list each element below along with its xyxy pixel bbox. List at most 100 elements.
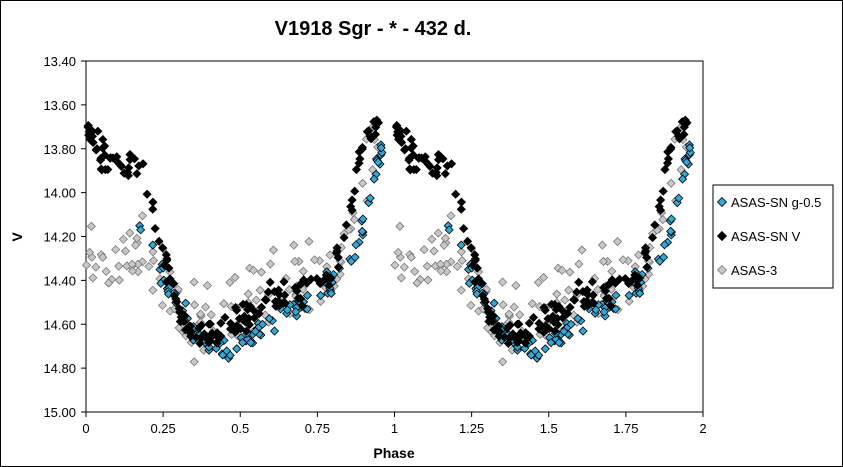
data-point-asas-3 bbox=[148, 285, 158, 295]
data-point-asas-sn-v bbox=[671, 127, 681, 137]
data-point-asas-sn-v bbox=[371, 122, 381, 132]
data-point-asas-sn-v bbox=[175, 307, 185, 317]
data-point-asas-sn-g-0-5 bbox=[136, 225, 146, 235]
data-point-asas-sn-g-0-5 bbox=[635, 288, 645, 299]
data-point-asas-sn-v bbox=[346, 202, 356, 212]
data-point-asas-sn-v bbox=[404, 155, 414, 165]
data-point-asas-3 bbox=[527, 299, 537, 309]
data-point-asas-sn-v bbox=[604, 293, 614, 304]
data-point-asas-sn-v bbox=[565, 302, 575, 312]
data-point-asas-sn-v bbox=[265, 277, 275, 287]
data-point-asas-sn-v bbox=[459, 223, 469, 234]
data-point-asas-sn-g-0-5 bbox=[678, 174, 688, 184]
data-point-asas-sn-v bbox=[558, 313, 568, 323]
data-point-asas-sn-g-0-5 bbox=[611, 290, 621, 300]
data-point-asas-sn-v bbox=[658, 186, 668, 196]
data-point-asas-3 bbox=[225, 277, 235, 287]
y-tick-label: 13.40 bbox=[43, 54, 76, 69]
data-point-asas-sn-v bbox=[552, 313, 562, 323]
data-point-asas-sn-v bbox=[610, 278, 620, 288]
data-point-asas-3 bbox=[446, 211, 456, 221]
data-point-asas-sn-v bbox=[180, 325, 191, 335]
data-point-asas-sn-v bbox=[249, 313, 259, 323]
data-point-asas-3 bbox=[265, 259, 275, 269]
x-tick-label: 1 bbox=[391, 421, 398, 436]
data-point-asas-sn-v bbox=[466, 243, 476, 253]
data-point-asas-3 bbox=[144, 261, 154, 272]
data-point-asas-sn-v bbox=[582, 285, 592, 295]
data-point-asas-sn-v bbox=[279, 277, 289, 287]
data-point-asas-3 bbox=[148, 247, 158, 257]
data-point-asas-sn-v bbox=[679, 129, 689, 139]
data-point-asas-sn-v bbox=[621, 274, 631, 284]
legend: ASAS-SN g-0.5 ASAS-SN V ASAS-3 bbox=[712, 184, 834, 289]
data-point-asas-3 bbox=[560, 295, 570, 305]
data-point-asas-sn-g-0-5 bbox=[358, 214, 368, 224]
data-point-asas-sn-v bbox=[547, 299, 557, 309]
data-point-asas-3 bbox=[457, 255, 467, 266]
data-point-asas-3 bbox=[98, 252, 108, 262]
data-point-asas-sn-g-0-5 bbox=[369, 174, 379, 184]
data-point-asas-3 bbox=[429, 246, 439, 256]
data-point-asas-3 bbox=[120, 246, 131, 256]
data-point-asas-sn-g-0-5 bbox=[269, 326, 280, 336]
data-point-asas-sn-v bbox=[92, 144, 102, 154]
data-point-asas-sn-v bbox=[212, 338, 222, 348]
data-point-asas-3 bbox=[565, 267, 575, 277]
data-point-asas-sn-v bbox=[204, 338, 214, 348]
data-point-asas-3 bbox=[498, 357, 508, 367]
legend-label-asas-sn-g: ASAS-SN g-0.5 bbox=[731, 195, 821, 210]
data-point-asas-sn-v bbox=[132, 169, 142, 179]
data-point-asas-sn-g-0-5 bbox=[685, 143, 695, 153]
data-point-asas-sn-g-0-5 bbox=[659, 240, 670, 250]
data-point-asas-sn-v bbox=[666, 144, 676, 154]
data-point-asas-sn-v bbox=[148, 204, 158, 214]
data-point-asas-3 bbox=[456, 247, 466, 257]
data-point-asas-sn-v bbox=[261, 295, 271, 305]
data-point-asas-3 bbox=[597, 240, 607, 250]
data-point-asas-sn-v bbox=[662, 158, 673, 168]
data-point-asas-3 bbox=[118, 234, 128, 244]
data-point-asas-sn-v bbox=[480, 297, 490, 307]
data-point-asas-sn-v bbox=[257, 302, 267, 312]
legend-box bbox=[712, 184, 834, 289]
data-point-asas-3 bbox=[127, 266, 138, 276]
data-point-asas-sn-v bbox=[589, 298, 599, 308]
data-point-asas-sn-v bbox=[150, 223, 160, 234]
data-point-asas-sn-v bbox=[115, 159, 125, 170]
data-point-asas-3 bbox=[538, 272, 549, 282]
data-point-asas-sn-v bbox=[406, 143, 416, 153]
data-point-asas-sn-v bbox=[123, 167, 133, 177]
data-point-asas-sn-g-0-5 bbox=[282, 305, 292, 315]
y-tick-label: 14.40 bbox=[43, 273, 76, 288]
y-tick-label: 15.00 bbox=[43, 405, 76, 420]
x-tick-label: 1.25 bbox=[459, 421, 484, 436]
data-point-asas-sn-v bbox=[543, 314, 553, 324]
data-point-asas-sn-v bbox=[227, 324, 237, 334]
data-point-asas-3 bbox=[618, 255, 628, 265]
data-point-asas-sn-g-0-5 bbox=[246, 338, 256, 348]
data-point-asas-sn-g-0-5 bbox=[554, 338, 564, 348]
data-point-asas-sn-v bbox=[138, 159, 148, 169]
data-point-asas-3 bbox=[290, 256, 300, 267]
data-point-asas-sn-v bbox=[470, 277, 480, 287]
data-point-asas-sn-v bbox=[408, 150, 418, 160]
data-point-asas-sn-v bbox=[158, 243, 168, 253]
data-point-asas-sn-v bbox=[462, 236, 473, 246]
data-point-asas-sn-g-0-5 bbox=[666, 226, 676, 236]
data-point-asas-sn-g-0-5 bbox=[540, 344, 550, 354]
data-point-asas-3 bbox=[202, 280, 212, 291]
data-point-asas-3 bbox=[564, 285, 574, 295]
data-point-asas-sn-g-0-5 bbox=[578, 326, 588, 336]
data-point-asas-sn-v bbox=[366, 134, 376, 144]
legend-marker-asas-sn-g bbox=[716, 196, 728, 208]
data-point-asas-sn-g-0-5 bbox=[316, 290, 326, 301]
data-point-asas-sn-v bbox=[238, 299, 248, 309]
data-point-asas-sn-v bbox=[512, 338, 522, 348]
data-point-asas-sn-g-0-5 bbox=[373, 157, 383, 167]
data-point-asas-sn-v bbox=[553, 320, 563, 330]
data-point-asas-sn-v bbox=[456, 197, 466, 207]
data-point-asas-sn-v bbox=[433, 155, 444, 165]
